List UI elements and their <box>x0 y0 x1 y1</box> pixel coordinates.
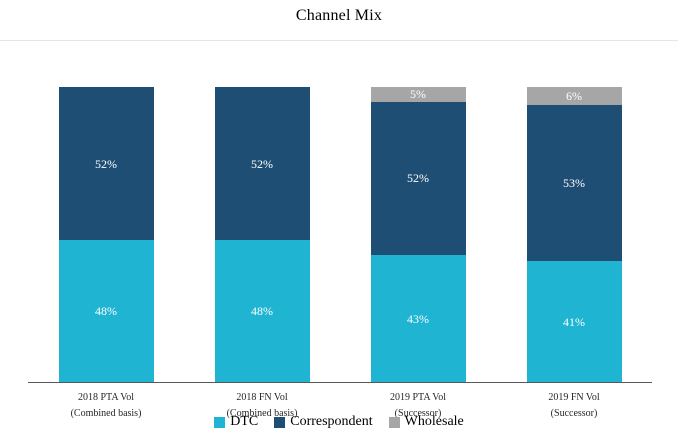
category-label: 2018 FN Vol (Combined basis) <box>226 392 298 419</box>
stacked-bar: 48% 52% <box>58 87 154 382</box>
legend-item-correspondent: Correspondent <box>274 414 373 430</box>
data-label: 48% <box>95 304 117 319</box>
data-label: 5% <box>410 87 426 102</box>
legend-item-wholesale: Wholesale <box>388 414 464 430</box>
stacked-bar: 43% 52% 5% <box>370 87 466 382</box>
bar-column-3: 43% 52% 5% <box>340 87 496 382</box>
segment-wholesale: 6% <box>526 87 622 105</box>
stacked-bar: 48% 52% <box>214 87 310 382</box>
chart-title: Channel Mix <box>295 7 383 24</box>
segment-correspondent: 52% <box>58 87 154 241</box>
data-label: 52% <box>95 156 117 171</box>
data-label: 52% <box>407 171 429 186</box>
data-label: 41% <box>563 314 585 329</box>
segment-correspondent: 52% <box>214 87 310 241</box>
legend-label: Wholesale <box>404 414 464 429</box>
legend-item-dtc: DTC <box>214 414 258 430</box>
segment-dtc: 48% <box>58 240 154 382</box>
data-label: 53% <box>563 175 585 190</box>
bar-column-1: 48% 52% <box>28 87 184 382</box>
bar-column-2: 48% 52% <box>184 87 340 382</box>
category-label: 2019 PTA Vol (Successor) <box>389 392 447 419</box>
data-label: 43% <box>407 311 429 326</box>
legend-swatch-icon <box>388 416 400 428</box>
plot-area: 48% 52% 48% 52% 43% 52% 5% 41% 53% 6% 2018 PTA Vo… <box>28 87 652 421</box>
legend-swatch-icon <box>214 416 226 428</box>
segment-dtc: 43% <box>370 255 466 382</box>
segment-dtc: 41% <box>526 261 622 382</box>
data-label: 48% <box>251 304 273 319</box>
segment-correspondent: 53% <box>526 104 622 262</box>
legend-label: DTC <box>230 414 259 429</box>
legend-label: Correspondent <box>290 414 373 429</box>
legend: DTC Correspondent Wholesale <box>0 414 678 430</box>
segment-correspondent: 52% <box>370 101 466 256</box>
bar-group: 48% 52% 48% 52% 43% 52% 5% 41% 53% 6% <box>28 87 652 383</box>
category-label: 2018 PTA Vol (Combined basis) <box>70 392 142 419</box>
segment-wholesale: 5% <box>370 87 466 102</box>
stacked-bar: 41% 53% 6% <box>526 87 622 382</box>
top-divider <box>0 40 678 41</box>
category-axis-labels: 2018 PTA Vol (Combined basis) 2018 FN Vol(… <box>28 390 652 421</box>
legend-swatch-icon <box>274 416 286 428</box>
segment-dtc: 48% <box>214 240 310 382</box>
category-label: 2019 FN Vol (Successor) <box>548 392 600 419</box>
data-label: 6% <box>566 88 582 103</box>
bar-column-4: 41% 53% 6% <box>496 87 652 382</box>
data-label: 52% <box>251 156 273 171</box>
